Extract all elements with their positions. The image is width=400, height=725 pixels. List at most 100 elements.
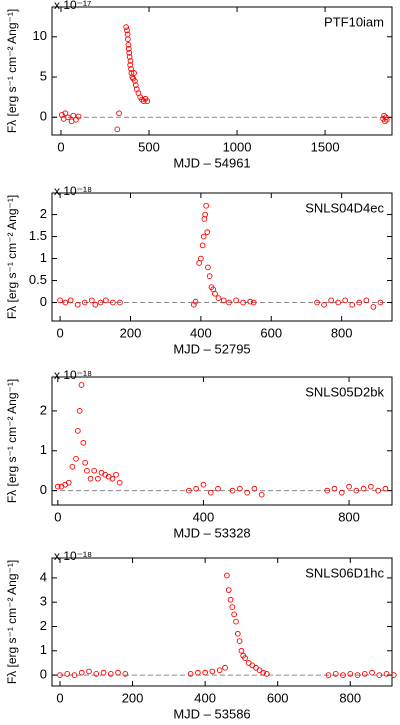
data-point xyxy=(76,408,83,414)
data-point xyxy=(125,36,131,43)
y-axis-label: Fλ [erg s⁻¹ cm⁻² Ang⁻¹] xyxy=(5,195,19,319)
data-point xyxy=(260,669,267,676)
y-tick-label: 0.5 xyxy=(29,272,47,287)
data-point xyxy=(74,301,81,308)
data-point xyxy=(335,299,341,306)
data-point xyxy=(205,264,211,271)
data-point xyxy=(103,297,109,304)
data-point xyxy=(57,672,63,678)
x-tick-label: 800 xyxy=(338,509,360,524)
data-point xyxy=(382,114,389,121)
scale-label: x 10⁻¹⁸ xyxy=(54,549,92,563)
data-point xyxy=(125,41,132,48)
data-point xyxy=(54,483,61,490)
x-axis-label: MJD – 52795 xyxy=(173,341,250,356)
data-point xyxy=(382,485,389,492)
data-point xyxy=(390,672,397,678)
data-point xyxy=(251,485,258,492)
x-tick-label: 0 xyxy=(56,325,63,340)
data-point xyxy=(383,671,390,677)
data-point xyxy=(207,489,214,496)
data-point xyxy=(100,669,107,676)
panel-title: PTF10iam xyxy=(324,14,384,29)
data-point xyxy=(107,671,114,677)
data-point xyxy=(353,487,360,494)
y-tick-label: 5 xyxy=(40,68,47,83)
data-point xyxy=(114,126,121,133)
data-point xyxy=(82,459,88,466)
data-point xyxy=(224,572,230,579)
data-point xyxy=(192,298,199,305)
data-point xyxy=(220,297,227,304)
plot-frame xyxy=(51,376,393,506)
data-point xyxy=(225,587,232,593)
data-point xyxy=(75,113,82,120)
data-point xyxy=(131,70,137,76)
data-point xyxy=(124,27,130,34)
data-point xyxy=(73,116,79,123)
data-point xyxy=(215,485,221,492)
data-point xyxy=(324,487,331,494)
data-point xyxy=(200,481,207,488)
x-tick-label: 0 xyxy=(56,690,63,705)
y-axis-label: Fλ [erg s⁻¹ cm⁻² Ang⁻¹] xyxy=(5,9,19,133)
data-point xyxy=(332,671,339,677)
data-point xyxy=(258,491,265,498)
y-tick-label: 1 xyxy=(40,250,47,265)
data-point xyxy=(123,24,129,30)
data-point xyxy=(73,455,79,462)
data-point xyxy=(361,671,368,677)
data-point xyxy=(78,669,85,676)
y-axis-label: Fλ [erg s⁻¹ cm⁻² Ang⁻¹] xyxy=(5,379,19,503)
x-axis-label: MJD – 54961 xyxy=(173,155,250,170)
data-point xyxy=(321,301,327,308)
data-point xyxy=(233,297,239,304)
data-point xyxy=(116,110,122,117)
data-point xyxy=(144,98,151,105)
y-tick-label: 0 xyxy=(40,109,47,124)
data-point xyxy=(227,596,234,603)
y-tick-label: 0 xyxy=(40,482,47,497)
y-tick-label: 2 xyxy=(40,618,47,633)
data-point xyxy=(64,671,71,677)
data-point xyxy=(122,671,129,677)
data-point xyxy=(128,66,134,72)
data-point xyxy=(340,672,346,678)
data-point xyxy=(57,297,63,304)
data-point xyxy=(231,611,238,618)
data-point xyxy=(360,485,367,492)
data-point xyxy=(84,467,90,474)
data-point xyxy=(93,671,100,677)
data-point xyxy=(342,297,349,304)
data-point xyxy=(86,668,92,675)
data-point xyxy=(202,669,208,676)
data-point xyxy=(127,62,134,68)
data-point xyxy=(88,297,95,304)
data-point xyxy=(242,655,248,661)
data-point xyxy=(338,489,345,496)
data-point xyxy=(236,638,243,644)
data-point xyxy=(91,467,98,474)
data-point xyxy=(247,298,254,305)
y-tick-label: 1 xyxy=(40,642,47,657)
data-point xyxy=(250,299,257,306)
scale-label: x 10⁻¹⁷ xyxy=(54,0,91,12)
y-tick-label: 4 xyxy=(40,569,47,584)
data-point xyxy=(127,58,134,64)
plot-frame xyxy=(51,192,393,322)
data-point xyxy=(71,672,78,678)
data-point xyxy=(81,299,88,306)
data-point xyxy=(65,479,72,486)
data-point xyxy=(74,427,81,434)
plot-frame xyxy=(51,557,393,687)
data-point xyxy=(209,668,216,675)
y-tick-label: 10 xyxy=(33,28,47,43)
data-point xyxy=(128,70,135,76)
y-tick-label: 0 xyxy=(40,667,47,682)
scale-label: x 10⁻¹⁸ xyxy=(54,184,92,198)
data-point xyxy=(206,273,213,279)
x-tick-label: 400 xyxy=(193,509,215,524)
data-point xyxy=(203,202,210,209)
data-point xyxy=(200,233,207,240)
data-point xyxy=(70,112,77,119)
